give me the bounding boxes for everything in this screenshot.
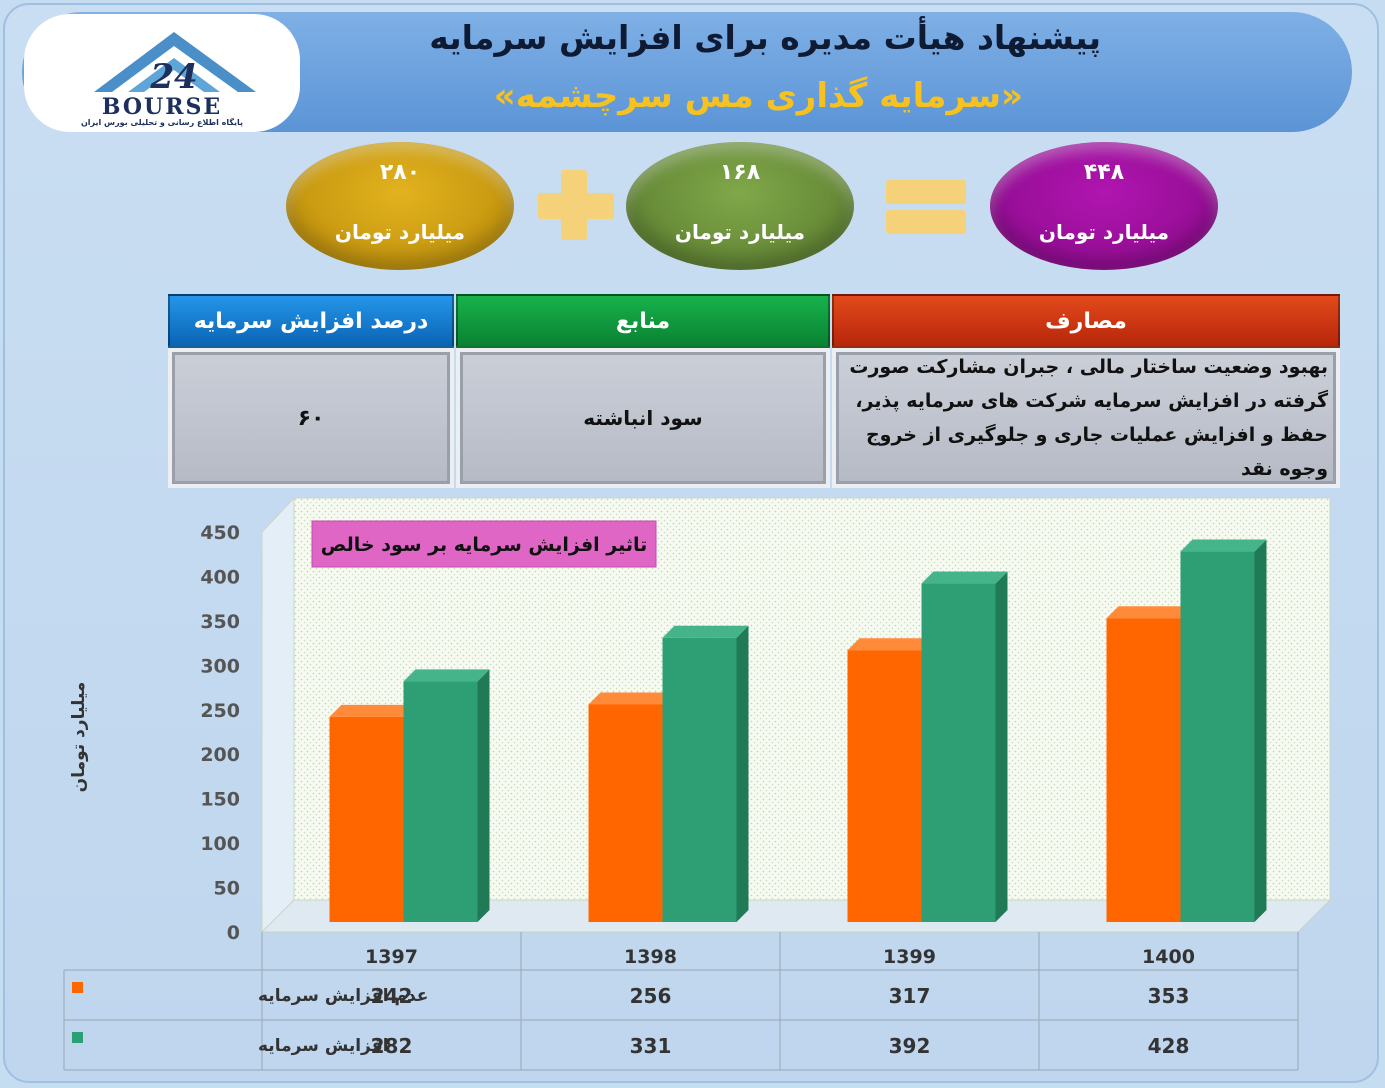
bar-side: [477, 669, 490, 922]
data-table-value: 392: [889, 1034, 931, 1058]
bar: [662, 637, 737, 922]
logo-tagline: پایگاه اطلاع رسانی و تحلیلی بورس ایران: [80, 118, 244, 127]
y-tick-label: 450: [200, 522, 240, 544]
bar-top: [329, 704, 416, 717]
logo-mark-icon: 24: [94, 32, 256, 97]
cash-contribution-oval: ۲۸۰ میلیارد تومان: [286, 142, 514, 270]
y-tick-label: 350: [200, 611, 240, 633]
expense-cell: بهبود وضعیت ساختار مالی ، جبران مشارکت ص…: [832, 348, 1340, 488]
x-tick-label: 1397: [365, 946, 418, 968]
expense-text: بهبود وضعیت ساختار مالی ، جبران مشارکت ص…: [849, 356, 1328, 480]
bar-top: [1106, 606, 1193, 619]
expense-header: مصارف: [832, 294, 1340, 348]
y-tick-label: 100: [200, 833, 240, 855]
bar-top: [662, 625, 749, 638]
total-value: ۴۴۸: [1083, 160, 1125, 185]
percent-header: درصد افزایش سرمایه: [168, 294, 454, 348]
percent-text: ۶۰: [297, 405, 325, 431]
bar-side: [1254, 539, 1267, 922]
chart-title-box: تاثیر افزایش سرمایه بر سود خالص: [311, 520, 657, 568]
equals-icon-bar: [886, 210, 966, 234]
retained-unit: میلیارد تومان: [674, 220, 806, 244]
data-table-value: 242: [371, 984, 413, 1008]
bar-side: [995, 571, 1008, 922]
bar: [588, 704, 663, 922]
bar-top: [1180, 539, 1267, 552]
y-tick-label: 400: [200, 566, 240, 588]
bar-top: [847, 638, 934, 651]
bar-side: [736, 625, 749, 922]
legend-label: عدم افزایش سرمایه: [258, 986, 428, 1006]
source-header: منابع: [456, 294, 830, 348]
x-tick-label: 1398: [624, 946, 677, 968]
bar: [403, 681, 478, 922]
percent-cell: ۶۰: [168, 348, 454, 488]
bar: [1106, 618, 1181, 922]
page-title: پیشنهاد هیأت مدیره برای افزایش سرمایه: [429, 18, 1101, 57]
legend-swatch: [72, 982, 83, 993]
data-table-value: 282: [371, 1034, 413, 1058]
equals-icon: [886, 180, 966, 204]
y-tick-label: 200: [200, 744, 240, 766]
svg-text:24: 24: [149, 57, 197, 97]
bar-top: [403, 669, 490, 682]
page-subtitle: «سرمایه گذاری مس سرچشمه»: [493, 76, 1023, 116]
x-tick-label: 1399: [883, 946, 936, 968]
plot-floor: [260, 899, 1332, 933]
bar: [329, 716, 404, 922]
retained-value: ۱۶۸: [719, 160, 761, 185]
y-axis-label: میلیارد تومان: [69, 682, 89, 793]
legend-label: افزایش سرمایه: [258, 1036, 389, 1056]
y-tick-label: 150: [200, 789, 240, 811]
bar: [847, 650, 922, 922]
total-oval: ۴۴۸ میلیارد تومان: [990, 142, 1218, 270]
y-axis: 0 50 100 150 200 250 300 350 400 450: [200, 522, 240, 944]
x-tick-label: 1400: [1142, 946, 1195, 968]
bars: [329, 539, 1267, 922]
y-tick-label: 300: [200, 655, 240, 677]
bar: [921, 583, 996, 922]
source-cell: سود انباشته: [456, 348, 830, 488]
data-table-value: 428: [1148, 1034, 1190, 1058]
bar: [1180, 551, 1255, 922]
y-tick-label: 0: [227, 922, 240, 944]
data-table-value: 331: [630, 1034, 672, 1058]
total-unit: میلیارد تومان: [1038, 220, 1170, 244]
legend-swatch: [72, 1032, 83, 1043]
data-table-value: 256: [630, 984, 672, 1008]
y-tick-label: 50: [214, 878, 240, 900]
data-table-value: 317: [889, 984, 931, 1008]
logo-word: BOURSE: [101, 94, 223, 120]
source-text: سود انباشته: [583, 406, 703, 430]
data-table-value: 353: [1148, 984, 1190, 1008]
bar-top: [921, 571, 1008, 584]
bar-top: [588, 692, 675, 705]
cash-unit: میلیارد تومان: [334, 220, 466, 244]
plot-side-wall: [261, 496, 295, 934]
retained-earnings-oval: ۱۶۸ میلیارد تومان: [626, 142, 854, 270]
plus-icon-bar: [538, 193, 614, 219]
chart-title: تاثیر افزایش سرمایه بر سود خالص: [321, 534, 648, 556]
logo: 24 BOURSE پایگاه اطلاع رسانی و تحلیلی بو…: [24, 14, 300, 132]
y-tick-label: 250: [200, 700, 240, 722]
cash-value: ۲۸۰: [379, 160, 421, 185]
